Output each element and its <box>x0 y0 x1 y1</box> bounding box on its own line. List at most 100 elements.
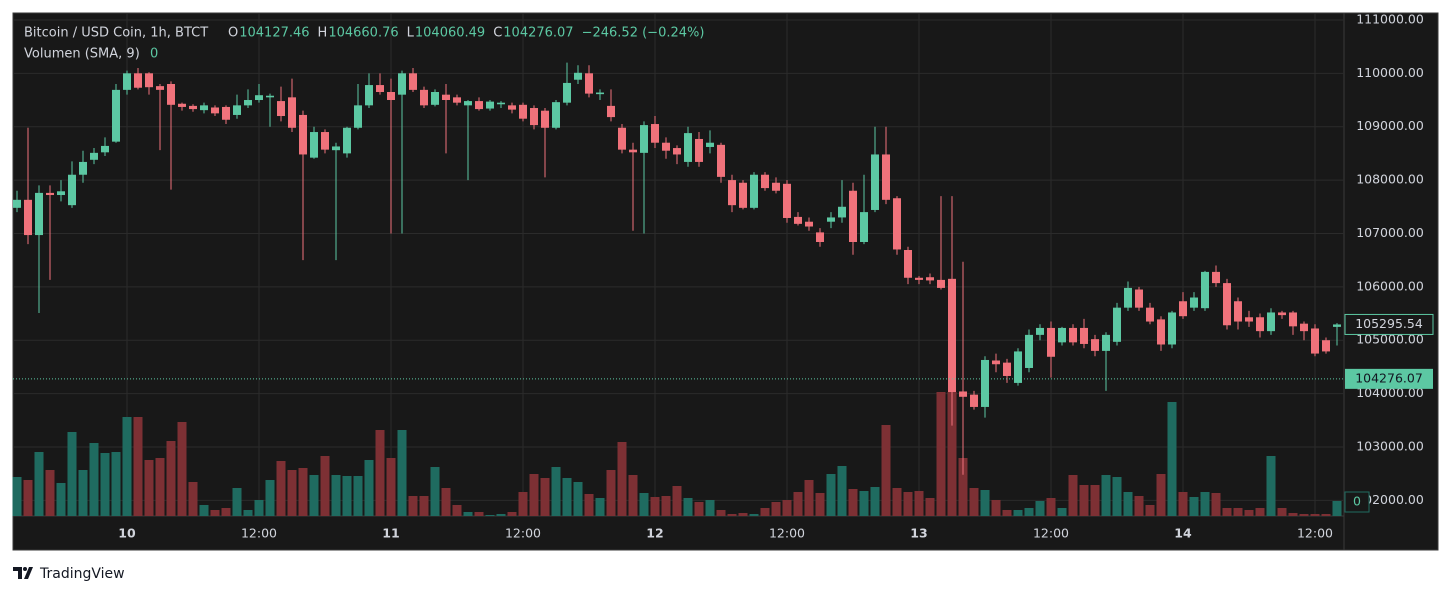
candle-body <box>255 95 263 101</box>
volume-bar <box>925 498 935 516</box>
candle-body <box>893 198 901 250</box>
volume-bar <box>837 466 847 516</box>
candle-body <box>1102 334 1110 351</box>
x-tick-label: 12:00 <box>241 526 277 541</box>
volume-bar <box>188 482 198 516</box>
legend-value: 104060.49 <box>415 26 485 41</box>
candle-body <box>530 108 538 126</box>
volume-bar <box>23 480 33 516</box>
candle-body <box>211 107 219 114</box>
candle-body <box>57 191 65 196</box>
candle-body <box>519 104 527 119</box>
legend-key: O <box>228 26 238 41</box>
volume-bar <box>507 512 517 516</box>
volume-bar <box>78 470 88 516</box>
volume-bar <box>1035 501 1045 516</box>
y-tick-label: 103000.00 <box>1356 438 1424 453</box>
volume-bar <box>529 474 539 516</box>
volume-bar <box>562 478 572 516</box>
price-label-box <box>1345 368 1433 389</box>
candle-body <box>112 89 120 142</box>
volume-bar <box>639 493 649 516</box>
candle-body <box>453 97 461 103</box>
volume-bar <box>595 498 605 516</box>
candle-body <box>1300 323 1308 332</box>
candle-body <box>926 277 934 281</box>
candle-body <box>420 89 428 106</box>
candle-body <box>1245 317 1253 322</box>
volume-bar <box>705 500 715 516</box>
volume-bar <box>375 430 385 516</box>
candle-body <box>673 148 681 155</box>
volume-bar <box>56 483 66 516</box>
candle-body <box>244 100 252 106</box>
volume-bar <box>100 453 110 516</box>
x-tick-label: 13 <box>910 526 927 541</box>
candle-body <box>596 92 604 95</box>
volume-bar <box>716 510 726 516</box>
candle-body <box>651 124 659 143</box>
candle-body <box>442 94 450 101</box>
legend-key: L <box>407 26 415 41</box>
volume-bar <box>276 461 286 516</box>
candle-body <box>299 114 307 155</box>
candle-body <box>772 182 780 191</box>
candle-body <box>387 92 395 101</box>
volume-bar <box>265 480 275 516</box>
y-tick-label: 107000.00 <box>1356 225 1424 240</box>
candle-body <box>46 192 54 196</box>
candle-body <box>1322 340 1330 352</box>
candle-body <box>794 216 802 224</box>
candle-body <box>178 103 186 107</box>
candle-body <box>277 101 285 117</box>
last-price-box <box>1344 313 1434 335</box>
volume-bar <box>1123 492 1133 516</box>
candle-body <box>508 105 516 110</box>
volume-bar <box>1266 456 1276 516</box>
candle-body <box>1003 362 1011 376</box>
legend-value: 104276.07 <box>503 26 573 41</box>
candle-body <box>640 125 648 153</box>
legend-key: H <box>318 26 328 41</box>
volume-bar <box>1013 510 1023 516</box>
candle-body <box>1311 328 1319 354</box>
volume-bar <box>1112 477 1122 516</box>
candle-body <box>233 105 241 115</box>
y-tick-label: 109000.00 <box>1356 118 1424 133</box>
volume-bar <box>441 488 451 516</box>
volume-bar <box>1090 485 1100 516</box>
volume-value: 0 <box>150 47 158 62</box>
volume-bar <box>342 476 352 516</box>
candle-body <box>398 73 406 95</box>
candle-body <box>739 182 747 208</box>
x-tick-label: 12:00 <box>1033 526 1069 541</box>
volume-bar <box>386 458 396 516</box>
candle-body <box>904 250 912 278</box>
candle-body <box>717 144 725 177</box>
candle-body <box>849 190 857 242</box>
volume-bar <box>1244 510 1254 516</box>
volume-bar <box>804 480 814 516</box>
volume-bar <box>397 430 407 516</box>
candle-body <box>288 97 296 128</box>
volume-bar <box>430 467 440 516</box>
candle-body <box>1278 312 1286 316</box>
volume-bar <box>1299 514 1309 516</box>
candle-body <box>1146 307 1154 322</box>
volume-bar <box>452 505 462 516</box>
volume-bar <box>914 491 924 516</box>
candle-body <box>860 212 868 242</box>
candle-body <box>376 85 384 93</box>
volume-bar <box>221 508 231 516</box>
candle-body <box>816 232 824 242</box>
candle-body <box>365 85 373 106</box>
volume-bar <box>89 443 99 516</box>
volume-bar <box>1200 492 1210 516</box>
volume-bar <box>1288 513 1298 516</box>
legend-value: 104660.76 <box>328 26 398 41</box>
volume-bar <box>1321 514 1331 516</box>
y-tick-label: 102000.00 <box>1356 492 1424 507</box>
candle-body <box>541 110 549 128</box>
volume-bar <box>1222 508 1232 516</box>
volume-bar <box>771 502 781 516</box>
